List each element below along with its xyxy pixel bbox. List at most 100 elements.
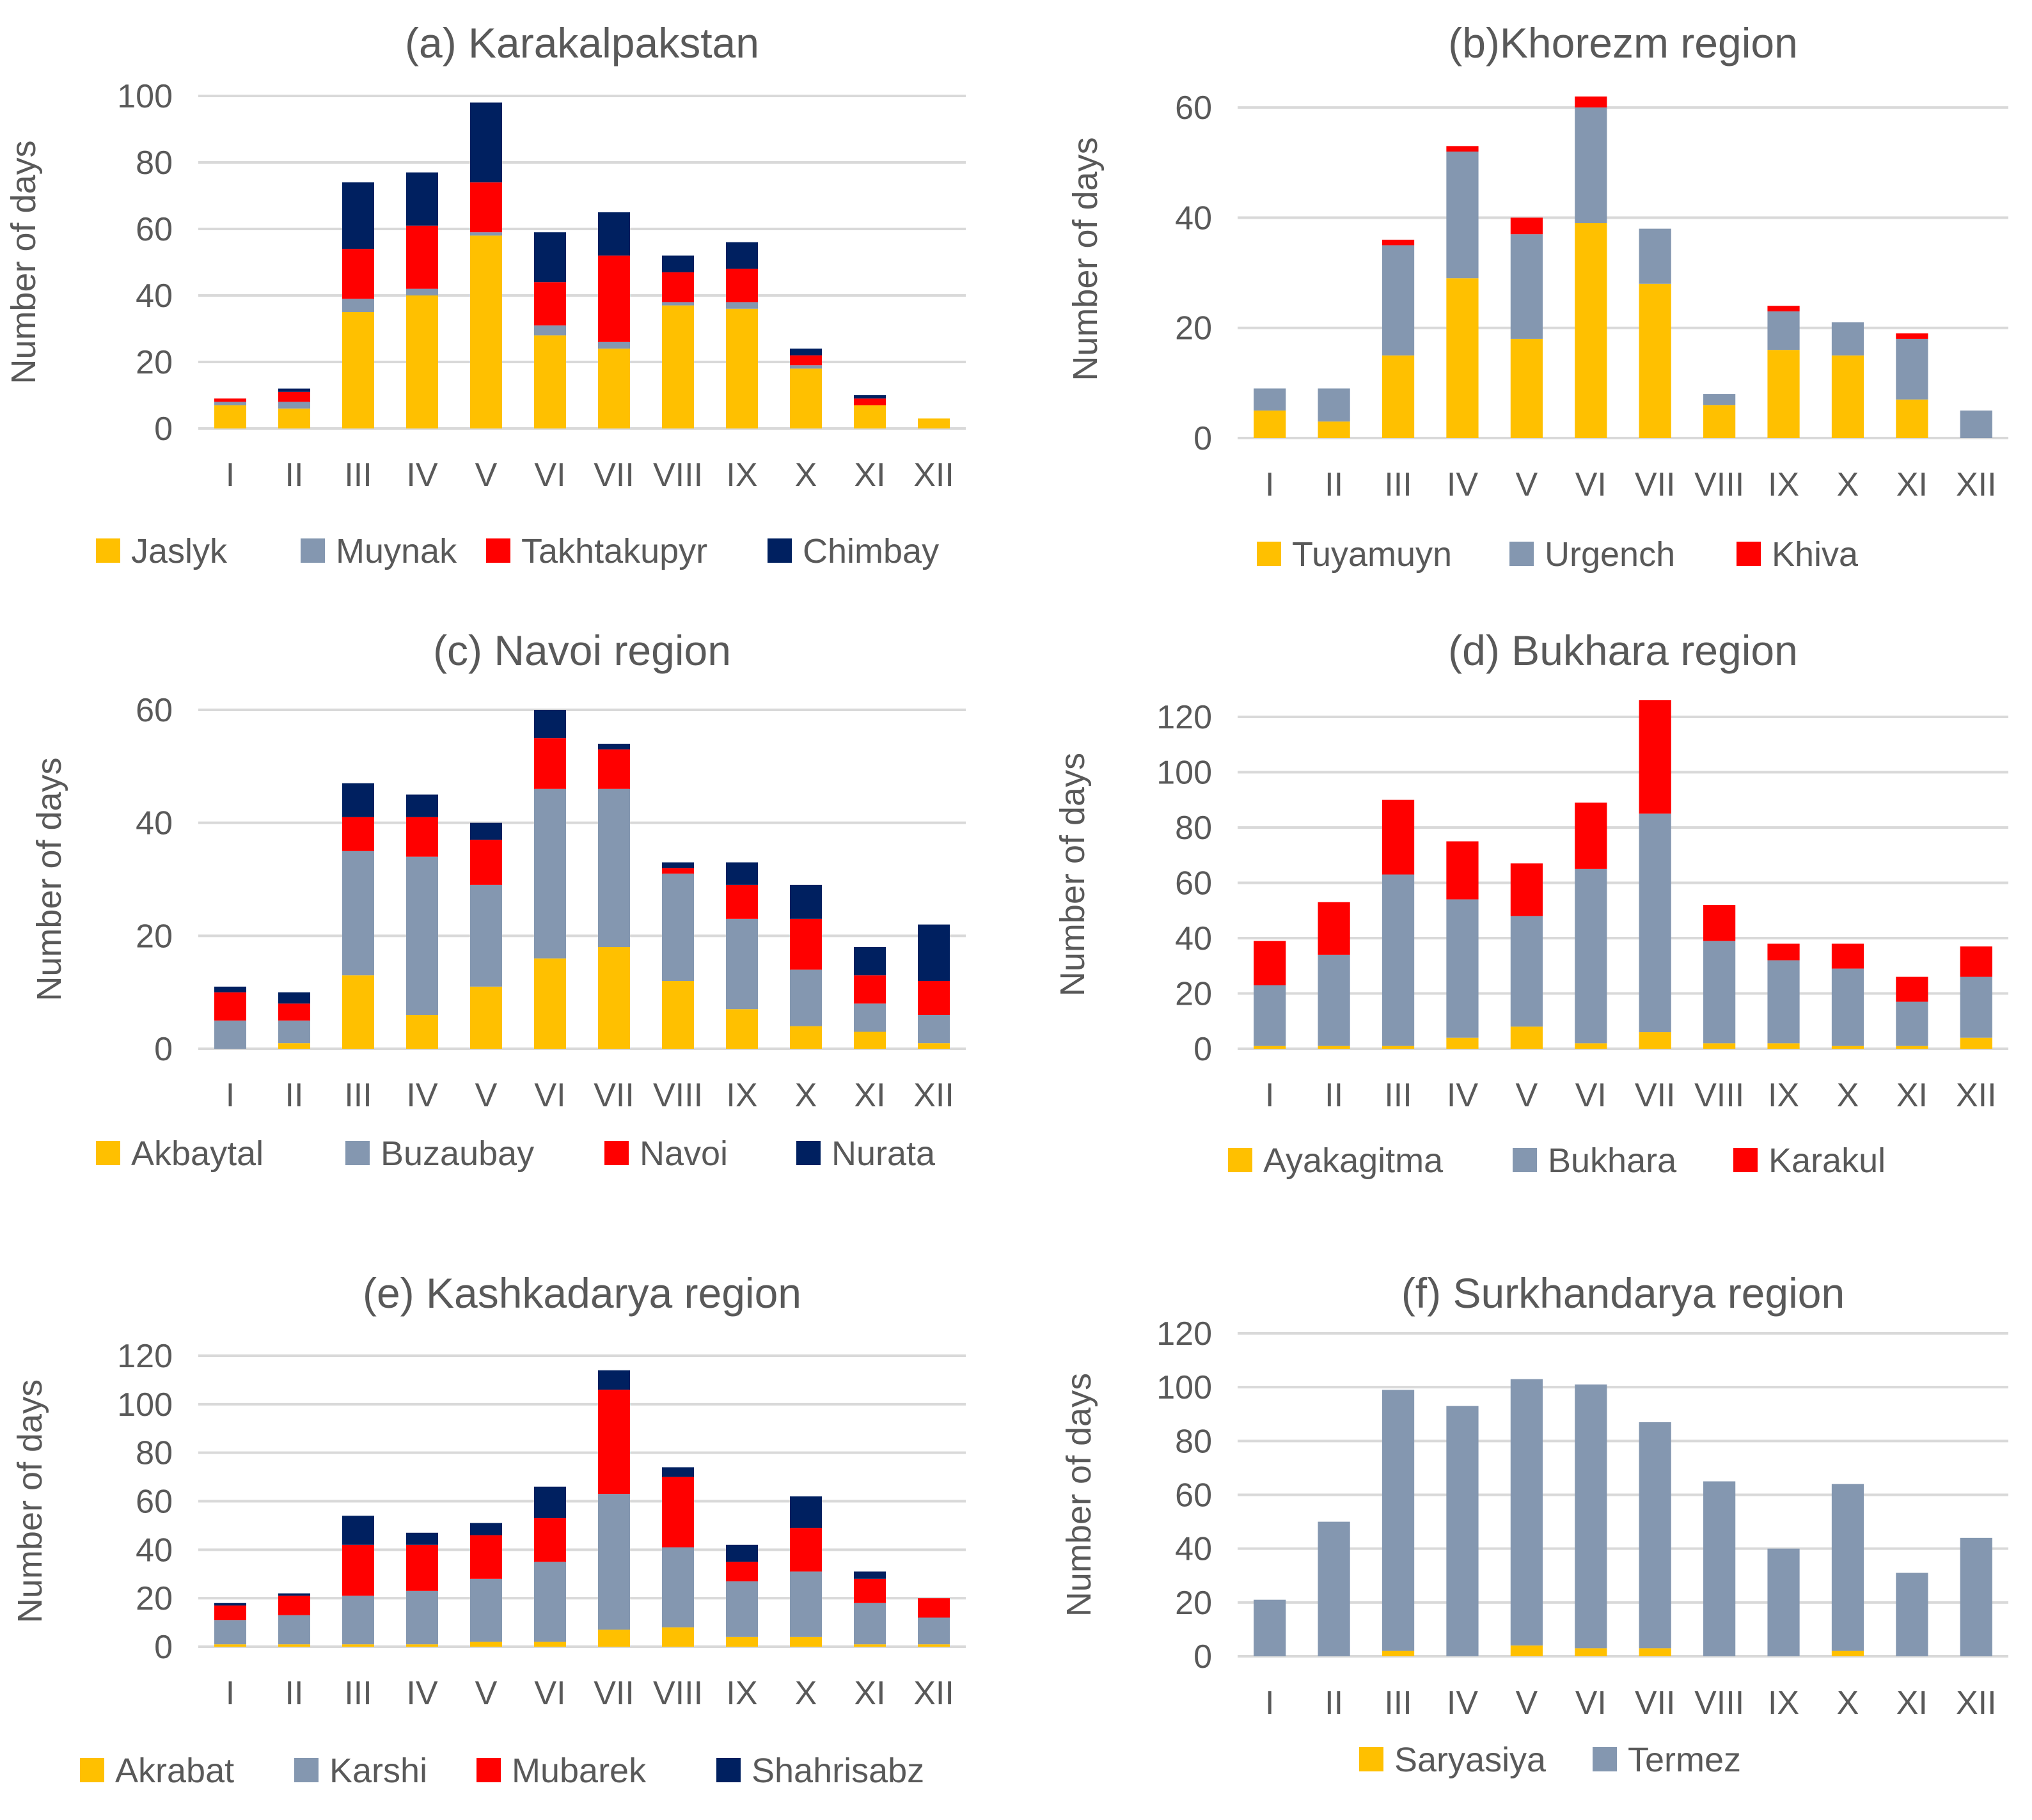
legend-swatch xyxy=(768,538,792,563)
chart-title: (d) Bukhara region xyxy=(1448,627,1798,674)
y-tick-label: 0 xyxy=(154,411,173,448)
bar-tuyamuyn-iii xyxy=(1382,355,1415,438)
bar-karshi-iv xyxy=(406,1590,438,1645)
legend-label: Saryasiya xyxy=(1394,1741,1547,1779)
bar-karakul-xii xyxy=(1960,946,1992,977)
bar-mubarek-iv xyxy=(406,1544,438,1591)
bar-muynak-viii xyxy=(662,302,694,306)
legend-item: Shahrisabz xyxy=(716,1752,924,1790)
legend-label: Chimbay xyxy=(803,532,939,570)
x-tick-label: IX xyxy=(1768,466,1799,503)
bar-khiva-v xyxy=(1510,217,1543,235)
legend-swatch xyxy=(796,1141,821,1165)
y-tick-label: 40 xyxy=(136,1532,173,1569)
bar-mubarek-i xyxy=(214,1605,246,1620)
legend-label: Tuyamuyn xyxy=(1292,535,1452,574)
bar-akbaytal-iii xyxy=(342,975,374,1049)
bar-akbaytal-ii xyxy=(278,1043,310,1049)
bar-chimbay-ix xyxy=(726,242,758,269)
bar-bukhara-i xyxy=(1254,985,1286,1046)
bar-khiva-iv xyxy=(1446,146,1479,152)
x-tick-label: III xyxy=(344,457,372,494)
x-tick-label: VIII xyxy=(653,1675,703,1712)
y-tick-label: 20 xyxy=(136,1580,173,1617)
y-tick-label: 60 xyxy=(1175,1477,1212,1514)
legend-label: Nurata xyxy=(831,1134,936,1173)
bar-mubarek-ix xyxy=(726,1562,758,1581)
legend: Ayakagitma Bukhara Karakul xyxy=(1228,1141,1886,1180)
legend-item: Karakul xyxy=(1733,1141,1886,1180)
x-tick-label: XI xyxy=(1896,1684,1928,1722)
bar-akrabat-iv xyxy=(406,1644,438,1647)
x-tick-label: IX xyxy=(1768,1077,1799,1114)
x-tick-label: III xyxy=(1384,1684,1412,1722)
bar-akbaytal-vi xyxy=(534,958,566,1049)
bar-buzaubay-ix xyxy=(726,918,758,1010)
legend-swatch xyxy=(476,1758,501,1782)
bar-termez-ix xyxy=(1767,1548,1800,1656)
legend-swatch xyxy=(1228,1148,1252,1172)
bar-buzaubay-v xyxy=(470,884,502,987)
bar-navoi-ix xyxy=(726,884,758,919)
bar-bukhara-ix xyxy=(1767,960,1800,1044)
legend-swatch xyxy=(1257,542,1281,566)
bar-takhtakupyr-x xyxy=(790,355,822,366)
x-tick-label: I xyxy=(226,1077,235,1114)
x-tick-label: V xyxy=(1516,1077,1538,1114)
bar-jaslyk-ii xyxy=(278,408,310,428)
bar-bukhara-x xyxy=(1831,968,1864,1046)
x-tick-label: VII xyxy=(1635,1684,1676,1722)
bar-takhtakupyr-iii xyxy=(342,249,374,299)
x-tick-label: V xyxy=(475,1675,498,1712)
bar-takhtakupyr-vi xyxy=(534,282,566,326)
bar-nurata-iii xyxy=(342,783,374,817)
bar-muynak-iii xyxy=(342,299,374,312)
bar-shahrisabz-vi xyxy=(534,1486,566,1519)
legend-swatch xyxy=(604,1141,629,1165)
bar-termez-vi xyxy=(1575,1384,1607,1649)
y-axis-label: Number of days xyxy=(4,140,43,384)
x-tick-label: V xyxy=(475,457,498,494)
bar-khiva-iii xyxy=(1382,239,1415,246)
legend-label: Termez xyxy=(1628,1741,1741,1779)
legend-label: Karshi xyxy=(329,1752,427,1790)
bar-chimbay-iv xyxy=(406,172,438,226)
bar-saryasiya-v xyxy=(1510,1645,1543,1656)
bar-shahrisabz-ii xyxy=(278,1593,310,1596)
bar-buzaubay-vii xyxy=(598,788,630,947)
x-tick-label: VI xyxy=(1575,1077,1607,1114)
x-tick-label: II xyxy=(285,1675,304,1712)
legend-swatch xyxy=(1733,1148,1758,1172)
bar-chimbay-vii xyxy=(598,212,630,256)
legend-swatch xyxy=(1509,542,1534,566)
x-tick-label: XII xyxy=(1956,466,1997,503)
bar-karshi-vi xyxy=(534,1562,566,1642)
legend-label: Urgench xyxy=(1545,535,1675,574)
legend-item: Nurata xyxy=(796,1134,936,1173)
y-tick-label: 0 xyxy=(1193,1638,1212,1675)
bar-urgench-v xyxy=(1510,234,1543,339)
bar-ayakagitma-v xyxy=(1510,1026,1543,1049)
bar-muynak-ii xyxy=(278,402,310,409)
x-tick-label: III xyxy=(1384,466,1412,503)
bar-jaslyk-xii xyxy=(918,418,950,428)
bar-shahrisabz-xi xyxy=(854,1571,886,1579)
x-tick-label: V xyxy=(1516,1684,1538,1722)
bar-karakul-ii xyxy=(1318,902,1350,955)
bar-buzaubay-iii xyxy=(342,851,374,976)
bar-mubarek-x xyxy=(790,1528,822,1572)
bar-akrabat-v xyxy=(470,1642,502,1647)
legend-item: Akrabat xyxy=(80,1752,234,1790)
y-tick-label: 80 xyxy=(136,1435,173,1472)
bar-urgench-ix xyxy=(1767,311,1800,350)
x-tick-label: IV xyxy=(406,457,437,494)
bar-karakul-i xyxy=(1254,941,1286,985)
bar-tuyamuyn-v xyxy=(1510,338,1543,438)
legend-swatch xyxy=(1513,1148,1537,1172)
legend-swatch xyxy=(486,538,510,563)
x-tick-label: XI xyxy=(854,1077,885,1114)
x-tick-label: VI xyxy=(534,457,565,494)
x-tick-label: IV xyxy=(1447,466,1478,503)
bar-karakul-xi xyxy=(1896,977,1928,1002)
chart-panel-5: (e) Kashkadarya region Number of days 0 20 4… xyxy=(11,1269,966,1790)
